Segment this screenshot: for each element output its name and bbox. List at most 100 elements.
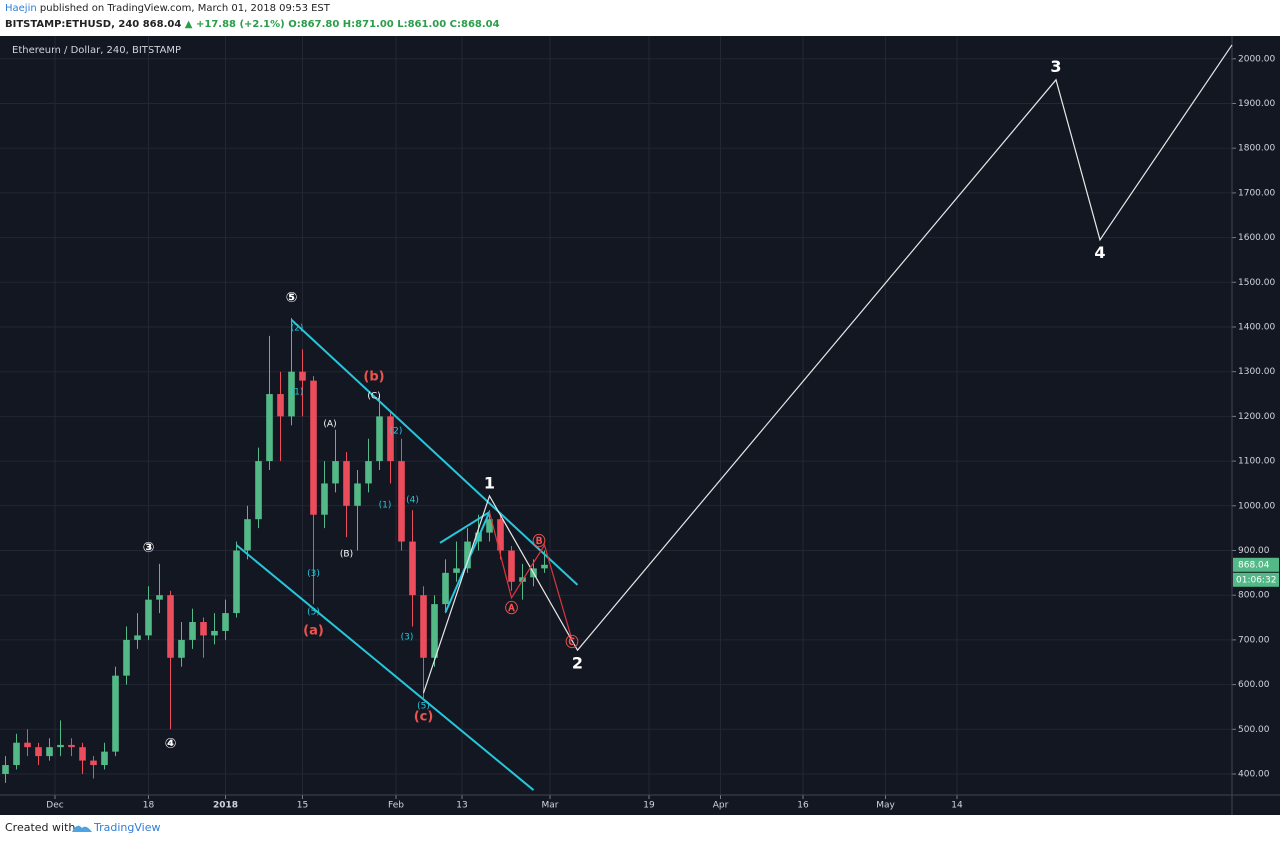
candle-body <box>101 751 108 766</box>
y-tick-label: 500.00 <box>1238 725 1270 735</box>
candle-body <box>541 564 548 569</box>
y-tick-label: 1100.00 <box>1238 457 1275 467</box>
wave-label: 1 <box>484 473 495 492</box>
header: Haejin published on TradingView.com, Mar… <box>0 0 1280 36</box>
candle-body <box>90 760 97 766</box>
candle-body <box>255 461 262 520</box>
wave-label: (A) <box>323 419 336 429</box>
candle-body <box>211 630 218 636</box>
wave-label: (2) <box>390 427 403 437</box>
candle-body <box>277 394 284 417</box>
wave-label: 3 <box>1050 57 1061 76</box>
symbol-line: BITSTAMP:ETHUSD, 240 868.04 ▲ +17.88 (+2… <box>5 19 500 30</box>
brand[interactable]: TradingView <box>94 821 161 834</box>
published: published on TradingView.com, March 01, … <box>39 3 330 14</box>
y-tick-label: 1200.00 <box>1238 412 1275 422</box>
background <box>0 36 1280 815</box>
y-tick-label: 900.00 <box>1238 546 1270 556</box>
chart-title: Ethereum / Dollar, 240, BITSTAMP <box>12 45 181 56</box>
candle-body <box>112 675 119 752</box>
candle-body <box>409 541 416 596</box>
candle-body <box>233 550 240 614</box>
x-tick-label: Apr <box>713 801 729 811</box>
candle-body <box>464 541 471 569</box>
last-price: 868.04 <box>142 19 182 30</box>
x-tick-label: 19 <box>643 801 655 811</box>
symbol: BITSTAMP:ETHUSD, 240 <box>5 19 140 30</box>
price-tag-box <box>1233 557 1279 572</box>
x-tick-label: 2018 <box>213 801 238 811</box>
candle-body <box>299 371 306 381</box>
candle-body <box>123 639 130 676</box>
candle-body <box>222 613 229 631</box>
publish-line: Haejin published on TradingView.com, Mar… <box>5 3 330 14</box>
candle-body <box>398 461 405 542</box>
candle-body <box>354 483 361 506</box>
candle-body <box>24 742 31 748</box>
x-tick-label: 13 <box>456 801 467 811</box>
candle-body <box>431 604 438 658</box>
author[interactable]: Haejin <box>5 3 37 14</box>
wave-label: ⑤ <box>286 290 298 306</box>
wave-label: (b) <box>363 370 384 385</box>
wave-label: 2 <box>572 654 583 673</box>
candle-body <box>343 461 350 506</box>
wave-label: (c) <box>414 709 434 724</box>
wave-label: (3) <box>401 632 414 642</box>
y-tick-label: 1300.00 <box>1238 367 1275 377</box>
trend-line <box>290 319 579 586</box>
trend-line <box>422 44 1233 694</box>
y-tick-label: 2000.00 <box>1238 54 1275 64</box>
wave-label: ④ <box>165 736 177 752</box>
candle-body <box>2 765 9 774</box>
candle-body <box>35 747 42 757</box>
chart: Ethereum / Dollar, 240, BITSTAMP 400.00 5… <box>0 36 1280 815</box>
candle-body <box>376 416 383 462</box>
wave-label: (a) <box>303 623 324 638</box>
candle-body <box>79 747 86 761</box>
candle-body <box>46 747 53 757</box>
wave-label: (1) <box>291 387 304 397</box>
wave-label: (3) <box>307 569 320 579</box>
y-tick-label: 1900.00 <box>1238 99 1275 109</box>
candle-body <box>57 744 64 748</box>
trend-line <box>439 511 491 544</box>
y-tick-label: 700.00 <box>1238 635 1270 645</box>
trend-line <box>488 511 573 641</box>
candle-body <box>156 595 163 600</box>
y-tick-label: 1600.00 <box>1238 233 1275 243</box>
candle-body <box>167 595 174 658</box>
candle-body <box>68 744 75 748</box>
candle-body <box>332 461 339 484</box>
candle-body <box>189 622 196 640</box>
candle-body <box>266 394 273 462</box>
wave-label: (4) <box>406 495 419 505</box>
candle-body <box>321 483 328 515</box>
wave-label: (5) <box>307 608 320 618</box>
x-tick-label: 15 <box>297 801 308 811</box>
candle-body <box>486 519 493 533</box>
trend-line <box>235 544 535 791</box>
y-tick-label: 1400.00 <box>1238 322 1275 332</box>
candle-body <box>365 461 372 484</box>
candle-body <box>13 742 20 766</box>
wave-label: Ⓒ <box>565 635 578 651</box>
wave-label: Ⓑ <box>532 534 545 550</box>
arrow: ▲ <box>184 19 193 30</box>
timer-box <box>1233 572 1279 587</box>
price-tag: 868.04 <box>1238 560 1270 570</box>
x-tick-label: 18 <box>143 801 155 811</box>
candle-body <box>453 568 460 573</box>
wave-label: (1) <box>379 500 392 510</box>
candle-body <box>310 380 317 515</box>
candle-body <box>200 622 207 636</box>
wave-label: (5) <box>417 702 430 712</box>
wave-label: (B) <box>340 550 353 560</box>
x-tick-label: Dec <box>46 801 63 811</box>
candle-body <box>442 572 449 605</box>
candle-body <box>288 371 295 417</box>
candle-body <box>244 519 251 551</box>
candle-body <box>387 416 394 462</box>
wave-label: (2) <box>291 323 304 333</box>
